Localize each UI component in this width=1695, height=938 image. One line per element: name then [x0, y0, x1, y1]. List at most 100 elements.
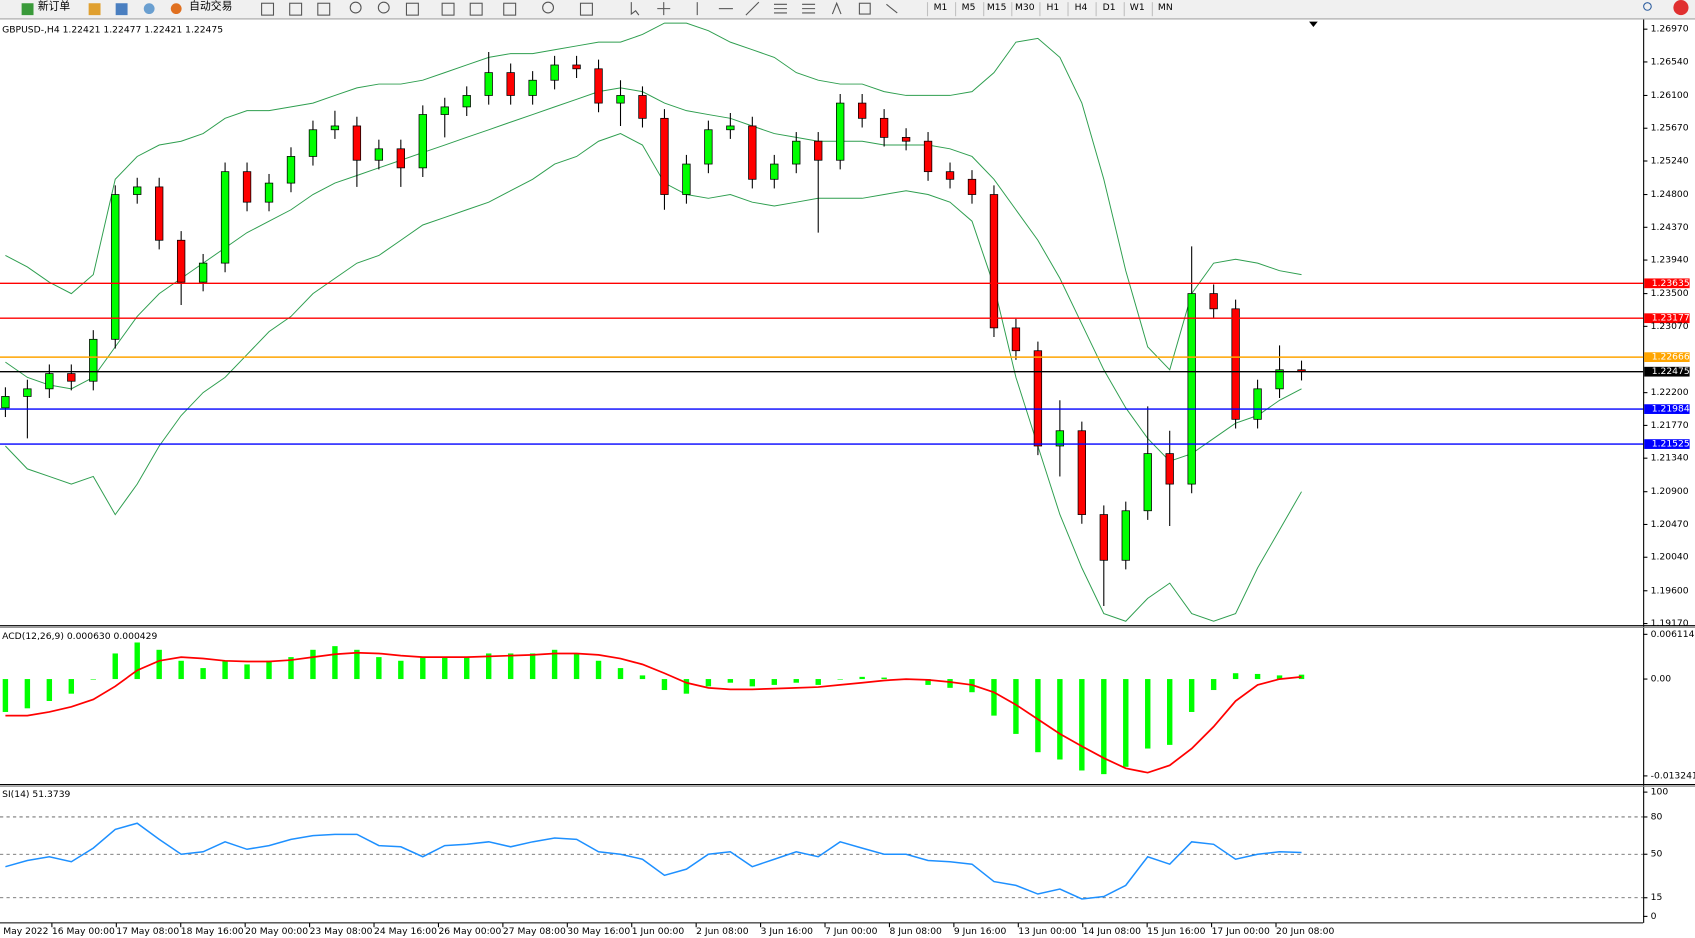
tool-icon[interactable] — [289, 2, 303, 16]
price-plot — [1, 22, 1306, 622]
timeframe-button[interactable]: M5 — [962, 2, 976, 13]
new-order-icon[interactable] — [21, 3, 34, 16]
timeframe-button[interactable]: M30 — [1015, 2, 1035, 13]
toolbar-icons — [261, 1, 898, 16]
histogram-bar — [1101, 679, 1107, 775]
x-tick-label: 20 May 00:00 — [245, 926, 308, 937]
y-tick-label: 1.24370 — [1651, 222, 1689, 233]
histogram-bar — [288, 657, 294, 680]
cursor-tool[interactable] — [630, 2, 640, 16]
tool-icon[interactable] — [503, 2, 517, 16]
tool-icon[interactable] — [261, 2, 275, 16]
timeframe-button[interactable]: H4 — [1075, 2, 1088, 13]
bollinger-band — [5, 22, 1302, 371]
candle-body — [638, 95, 647, 119]
tool-icon[interactable] — [441, 2, 455, 16]
tool-icon[interactable] — [579, 2, 593, 16]
plots: 1.23635 1.23177 1.22666 1.22475 1.21984 1.215… — [0, 22, 1695, 937]
candle-body — [748, 125, 757, 180]
candle-body — [242, 171, 252, 203]
candle-body — [1231, 308, 1240, 420]
candle-body — [1121, 510, 1130, 561]
notification-badge[interactable] — [1673, 0, 1689, 16]
timeframe-button[interactable]: D1 — [1103, 2, 1116, 13]
zoom-in[interactable] — [349, 1, 362, 14]
histogram-bar — [464, 657, 470, 680]
timeframe-button[interactable]: W1 — [1130, 2, 1145, 13]
histogram-bar — [1057, 679, 1063, 760]
auto-trading-icon[interactable] — [170, 3, 182, 15]
timeframe-button[interactable]: MN — [1158, 2, 1173, 13]
histogram-bar — [793, 679, 799, 683]
channel-tool[interactable] — [773, 3, 787, 14]
timeframe-button[interactable]: H1 — [1047, 2, 1060, 13]
candle-body — [45, 373, 54, 390]
tool-icon[interactable] — [469, 2, 483, 16]
histogram-bar — [1276, 675, 1283, 680]
histogram-bar — [178, 660, 184, 680]
candle-body — [1055, 430, 1065, 447]
price-level-label: 1.22666 — [1652, 352, 1690, 363]
x-tick-label: 8 Jun 08:00 — [889, 926, 942, 937]
candle-body — [374, 148, 384, 161]
x-tick-label: 17 May 08:00 — [116, 926, 179, 937]
histogram-bar — [551, 649, 558, 680]
histogram-bar — [442, 657, 448, 680]
crosshair-tool[interactable] — [657, 2, 671, 16]
y-tick-label: 1.21770 — [1651, 420, 1689, 431]
candle-body — [923, 140, 933, 173]
candle-body — [1253, 388, 1262, 420]
y-tick-label: 0.006114 — [1651, 629, 1695, 640]
histogram-bar — [1145, 679, 1151, 749]
auto-trading-button[interactable]: 自动交易 — [189, 0, 232, 12]
new-order-button[interactable]: 新订单 — [38, 0, 71, 12]
y-tick-label: 50 — [1651, 849, 1663, 860]
histogram-bar — [485, 653, 492, 680]
tool-icon[interactable] — [115, 3, 128, 16]
candle-body — [89, 338, 98, 382]
histogram-bar — [705, 679, 712, 687]
price-level-label: 1.21525 — [1652, 439, 1690, 450]
candle-body — [989, 194, 999, 329]
label-tool[interactable] — [858, 2, 871, 15]
x-tick-label: 15 Jun 16:00 — [1147, 926, 1205, 937]
y-tick-label: 1.23070 — [1651, 321, 1689, 332]
price-level-tag — [1644, 352, 1690, 363]
histogram-bar — [1254, 673, 1261, 680]
histogram-bar — [112, 653, 118, 680]
histogram-bar — [529, 653, 536, 680]
candle-body — [1143, 453, 1152, 512]
zoom-out[interactable] — [377, 1, 390, 14]
histogram-bar — [90, 679, 96, 680]
histogram-bar — [376, 657, 382, 680]
timeframe-button[interactable]: M1 — [934, 2, 948, 13]
fibo-tool[interactable] — [802, 3, 816, 14]
search-icon[interactable] — [1643, 2, 1652, 11]
text-tool[interactable] — [831, 1, 842, 15]
histogram-bar — [1013, 679, 1019, 734]
bollinger-band — [5, 133, 1302, 622]
candle-body — [945, 171, 955, 180]
price-level-tag — [1644, 366, 1690, 377]
x-tick-label: 17 Jun 00:00 — [1212, 926, 1270, 937]
tool-icon[interactable] — [542, 1, 555, 14]
tool-icon[interactable] — [317, 2, 331, 16]
tool-icon[interactable] — [143, 3, 155, 15]
x-tick-label: 3 Jun 16:00 — [761, 926, 814, 937]
candle-body — [1077, 430, 1086, 515]
price-level-label: 1.21984 — [1652, 404, 1690, 415]
tool-icon[interactable] — [88, 3, 101, 16]
candle-body — [1099, 514, 1108, 561]
y-tick-label: 1.19600 — [1651, 585, 1689, 596]
x-tick-label: 30 May 16:00 — [567, 926, 630, 937]
trendline-tool[interactable] — [745, 1, 760, 16]
timeframe-button[interactable]: M15 — [987, 2, 1007, 13]
histogram-bar — [815, 679, 821, 685]
arrow-tool[interactable] — [886, 3, 898, 14]
x-tick-label: 18 May 16:00 — [181, 926, 244, 937]
y-tick-label: 15 — [1651, 892, 1663, 903]
candle-body — [1165, 453, 1174, 485]
candle-body — [770, 163, 779, 180]
y-tick-label: 1.26970 — [1651, 24, 1689, 35]
tool-icon[interactable] — [405, 2, 419, 16]
